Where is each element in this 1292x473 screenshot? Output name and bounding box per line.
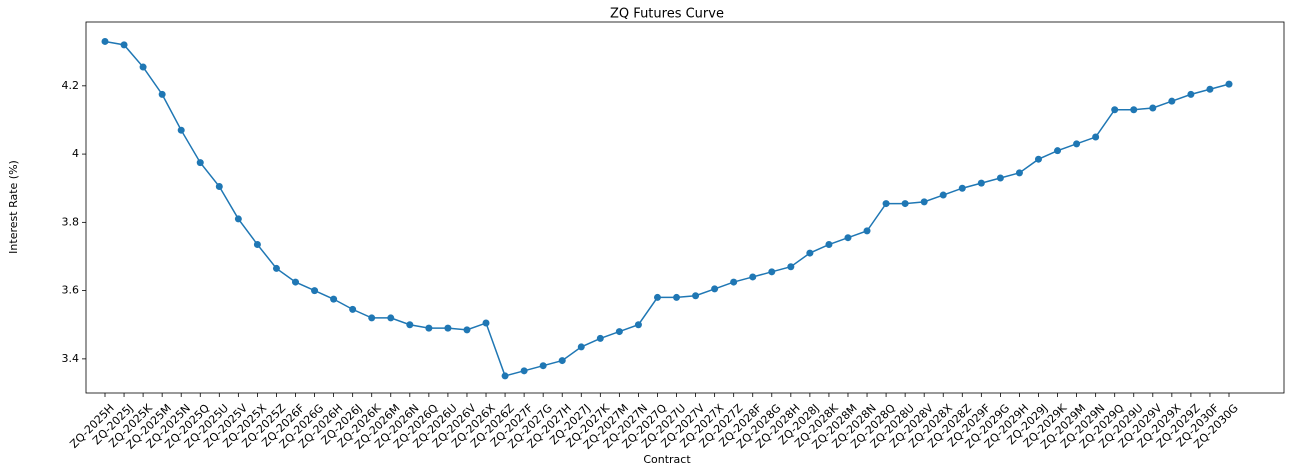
data-point	[730, 278, 738, 286]
data-point	[520, 367, 528, 375]
y-axis-label: Interest Rate (%)	[7, 160, 20, 254]
data-point	[1092, 133, 1100, 141]
data-point	[787, 263, 795, 271]
data-point	[292, 278, 300, 286]
data-point	[692, 292, 700, 300]
data-point	[1054, 147, 1062, 155]
data-point	[1187, 90, 1195, 98]
data-point	[749, 273, 757, 281]
data-point	[673, 293, 681, 301]
data-point	[863, 227, 871, 235]
data-point	[577, 343, 585, 351]
data-point	[1034, 155, 1042, 163]
data-point	[711, 285, 719, 293]
data-point	[1073, 140, 1081, 148]
data-point	[272, 264, 280, 272]
data-point	[634, 321, 642, 329]
data-point	[977, 179, 985, 187]
data-point	[768, 268, 776, 276]
data-point	[120, 41, 128, 49]
data-point	[482, 319, 490, 327]
data-point	[882, 200, 890, 208]
data-point	[196, 159, 204, 167]
y-tick-label: 3.4	[62, 352, 80, 365]
y-tick-label: 3.8	[62, 215, 80, 228]
data-point	[653, 293, 661, 301]
series-line	[104, 40, 1230, 377]
data-point	[1225, 80, 1233, 88]
data-point	[1168, 97, 1176, 105]
data-point	[1130, 106, 1138, 114]
data-point	[215, 183, 223, 191]
data-point	[349, 305, 357, 313]
chart-title: ZQ Futures Curve	[610, 7, 724, 22]
data-point	[844, 234, 852, 242]
data-point	[387, 314, 395, 322]
data-point	[558, 357, 566, 365]
data-point	[806, 249, 814, 257]
data-point	[463, 326, 471, 334]
plot-frame	[85, 21, 1285, 394]
data-point	[1111, 106, 1119, 114]
data-point	[101, 37, 109, 45]
y-tick-label: 3.6	[62, 284, 80, 297]
data-point	[539, 362, 547, 370]
x-axis-label: Contract	[643, 453, 691, 466]
data-point	[920, 198, 928, 206]
data-point	[158, 90, 166, 98]
data-point	[139, 63, 147, 71]
data-point	[901, 200, 909, 208]
data-point	[996, 174, 1004, 182]
data-point	[311, 287, 319, 295]
data-point	[444, 324, 452, 332]
data-point	[1206, 85, 1214, 93]
data-point	[425, 324, 433, 332]
y-tick-label: 4	[72, 147, 79, 160]
data-point	[501, 372, 509, 380]
data-point	[406, 321, 414, 329]
data-point	[958, 184, 966, 192]
data-point	[1149, 104, 1157, 112]
data-point	[253, 241, 261, 249]
data-point	[234, 215, 242, 223]
data-point	[368, 314, 376, 322]
data-point	[939, 191, 947, 199]
data-point	[615, 328, 623, 336]
data-point	[177, 126, 185, 134]
data-point	[825, 241, 833, 249]
data-point	[596, 334, 604, 342]
y-tick-label: 4.2	[62, 79, 80, 92]
data-point	[1015, 169, 1023, 177]
data-point	[330, 295, 338, 303]
